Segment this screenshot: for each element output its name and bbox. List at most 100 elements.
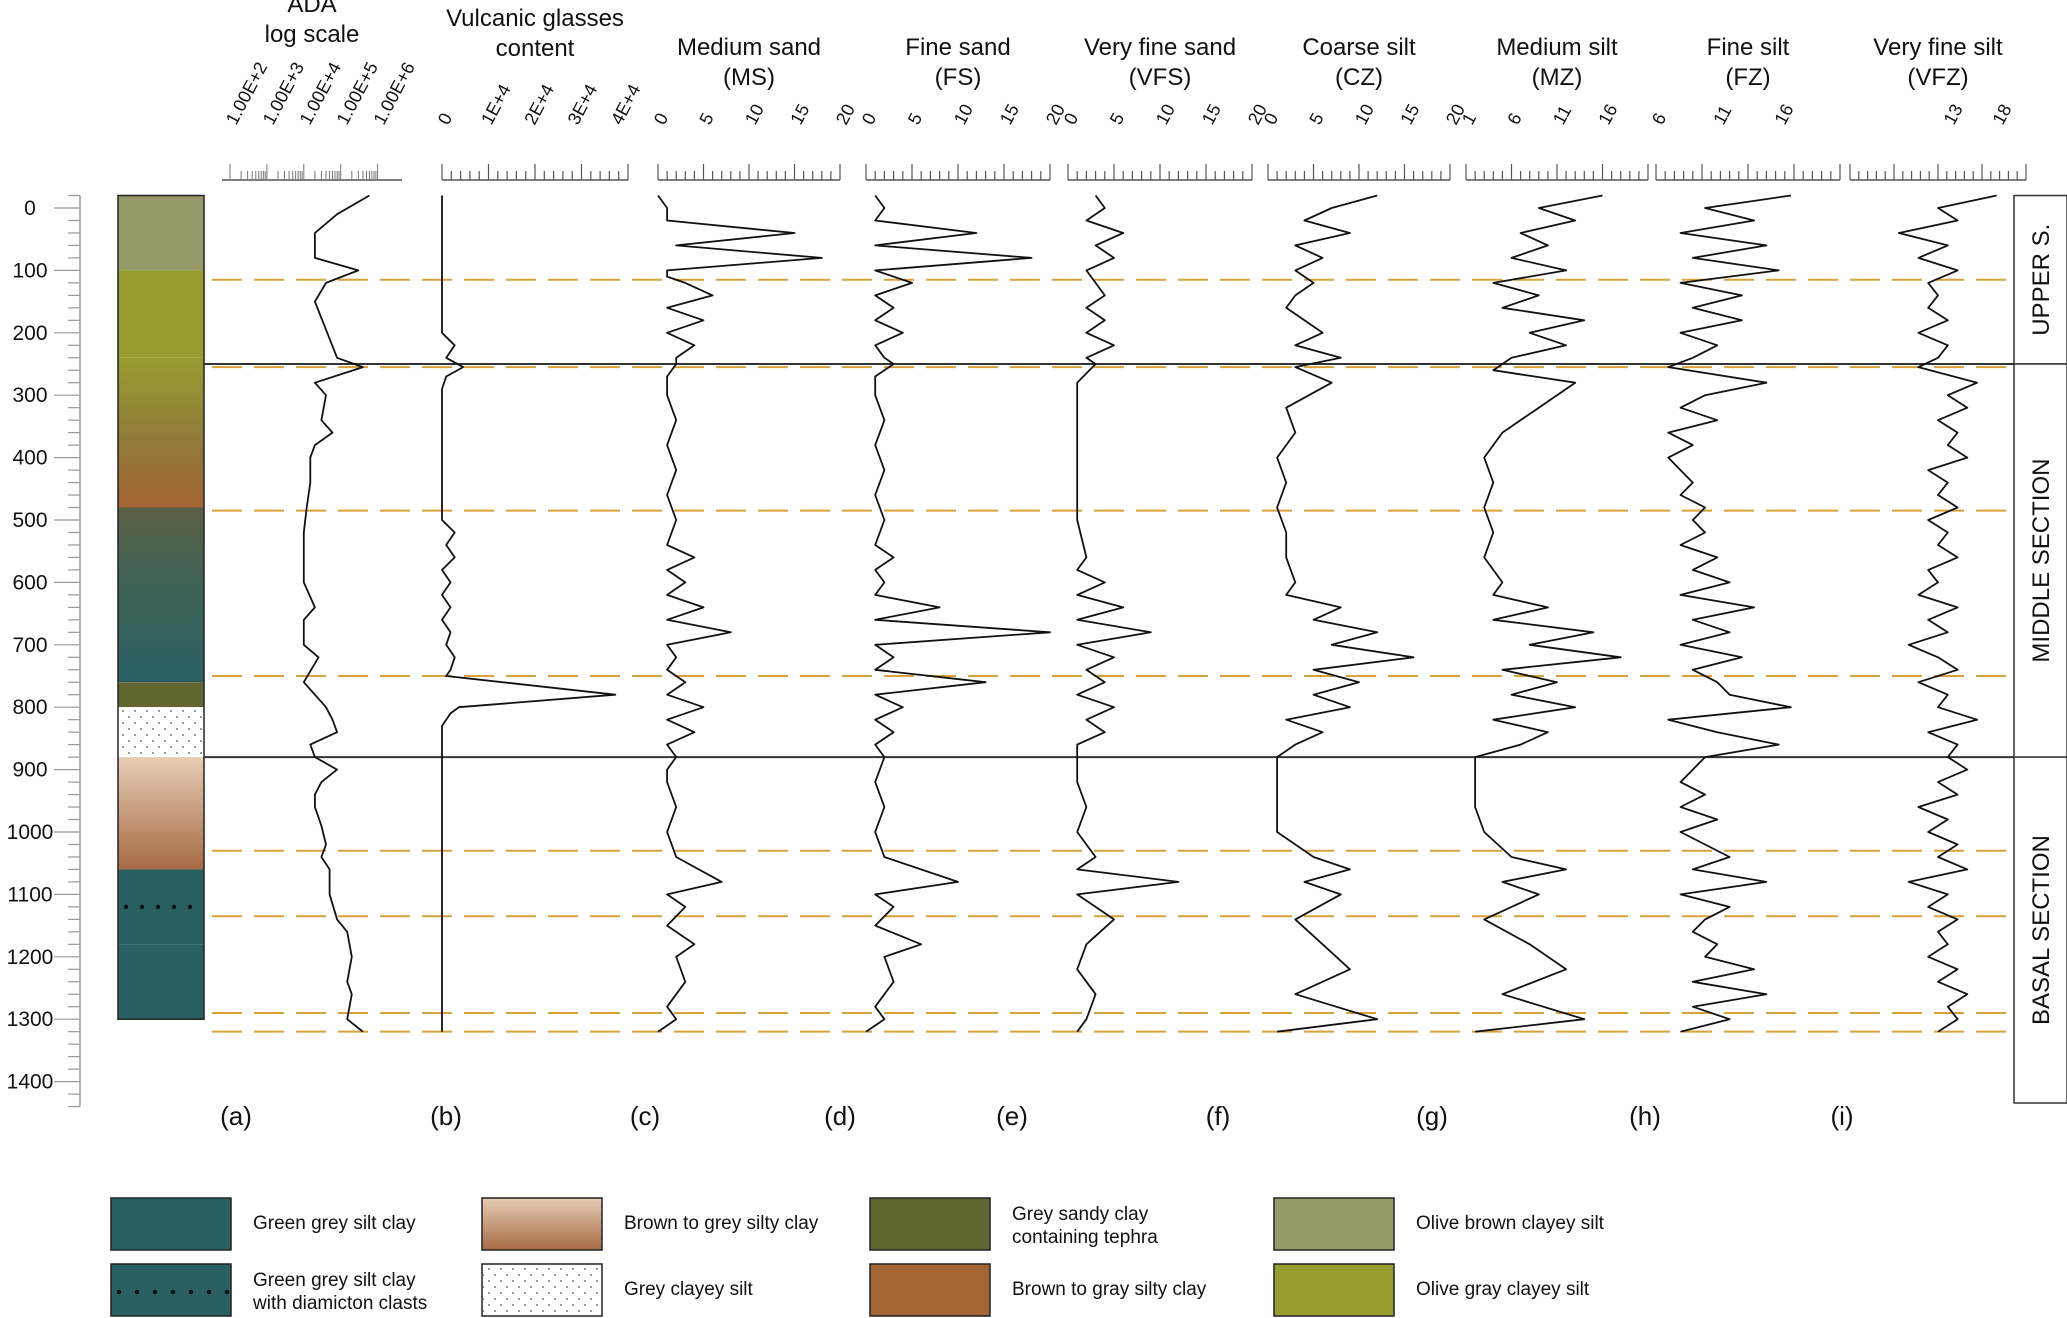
- panel-title-glass: Vulcanic glasses content: [446, 5, 624, 62]
- diamicton-dot: [123, 904, 129, 910]
- series-line-fs: [865, 194, 1051, 1033]
- diamicton-dot: [224, 1289, 230, 1295]
- legend-label-line: containing tephra: [1012, 1227, 1158, 1248]
- depth-tick-label: 600: [12, 571, 47, 594]
- lithology-unit-green-grey: [118, 944, 204, 1020]
- tick-label-mz: 16: [1594, 101, 1621, 128]
- depth-tick-label: 0: [24, 197, 36, 220]
- legend-item: Green grey silt clay with diamicton clast…: [110, 1263, 427, 1317]
- tick-label-fs: 15: [996, 101, 1023, 128]
- title-line: Medium sand: [677, 34, 821, 61]
- series-line-mz: [1474, 194, 1622, 1033]
- legend-label-line: Olive brown clayey silt: [1416, 1213, 1605, 1234]
- series-line-ms: [657, 194, 823, 1033]
- panel-title-fs: Fine sand (FS): [905, 34, 1010, 91]
- panel-glass: Vulcanic glasses content 0 1E+4 2E+4 3E+4 4E+4: [434, 5, 645, 1032]
- depth-tick-label: 1300: [7, 1008, 54, 1031]
- legend-label: Brown to grey silty clay: [624, 1213, 819, 1234]
- lithology-unit-olive-gray: [118, 270, 204, 358]
- panel-ada: ADA log scale1.00E+21.00E+31.00E+41.00E+5…: [222, 0, 419, 1033]
- tephra-guide-lines: [204, 278, 2067, 1033]
- panel-letter: (e): [996, 1101, 1028, 1131]
- tick-label-glass: 2E+4: [520, 81, 558, 128]
- tick-label-cz: 15: [1396, 101, 1423, 128]
- panel-cz: Coarse silt (CZ)0 5 10 15 20: [1260, 34, 1469, 1033]
- legend-item: Brown to gray silty clay: [869, 1263, 1207, 1317]
- series-line-fz: [1667, 194, 1792, 1033]
- tick-label-vfs: 5: [1106, 110, 1128, 128]
- lithology-unit-olive-brown: [118, 195, 204, 271]
- panel-vfs: Very fine sand (VFS)0 5 10 15 20: [1060, 34, 1271, 1033]
- panel-letter: (g): [1416, 1101, 1448, 1131]
- tick-label-fs: 5: [904, 110, 926, 128]
- diamicton-dot: [134, 1289, 140, 1295]
- depth-tick-label: 1100: [7, 883, 52, 906]
- title-line: content: [496, 35, 575, 62]
- tick-label-mz: 1: [1458, 110, 1480, 128]
- lithology-unit-green-grey-gradient: [118, 507, 204, 683]
- panel-vfz: Very fine silt (VFZ) 13 18: [1849, 34, 2027, 1033]
- legend-item: Grey clayey silt: [481, 1263, 754, 1317]
- title-line: (VFS): [1129, 64, 1192, 91]
- tick-label-glass: 4E+4: [607, 81, 645, 128]
- series-line-cz: [1276, 194, 1415, 1033]
- legend-item: Green grey silt clay: [110, 1197, 416, 1251]
- legend-swatch-green-grey-diamicton: [110, 1263, 232, 1317]
- legend-swatch-brown-gray: [869, 1263, 991, 1317]
- title-line: (FZ): [1725, 64, 1770, 91]
- series-line-ada: [302, 194, 370, 1033]
- legend-swatch-olive-brown: [1273, 1197, 1395, 1251]
- lithology-column: [117, 194, 205, 1020]
- title-line: Very fine silt: [1873, 34, 2003, 61]
- tick-label-ms: 10: [741, 101, 768, 128]
- tick-label-fz: 16: [1771, 101, 1798, 128]
- series-line-glass: [441, 195, 617, 1032]
- depth-tick-label: 1200: [7, 946, 54, 969]
- legend-label: Green grey silt clay: [253, 1213, 416, 1234]
- depth-axis: 0 100 200 300 400 500 600 700 800 900 1000 1100 1200…: [7, 194, 81, 1108]
- tick-label-vfs: 15: [1198, 101, 1225, 128]
- depth-tick-label: 100: [12, 259, 47, 282]
- diamicton-dot: [152, 1289, 158, 1295]
- lithology-unit-brown-grey: [118, 757, 204, 870]
- legend-label-line: with diamicton clasts: [252, 1293, 427, 1314]
- legend-swatch-green-grey: [110, 1197, 232, 1251]
- diamicton-dot: [116, 1289, 122, 1295]
- lithology-dots: [118, 707, 204, 758]
- section-box: [2013, 756, 2067, 1104]
- panel-letter: (d): [824, 1101, 856, 1131]
- section-box: [2013, 194, 2067, 365]
- panel-letter: (a): [220, 1101, 252, 1131]
- depth-tick-label: 1400: [7, 1071, 54, 1094]
- depth-tick-label: 1000: [7, 821, 54, 844]
- lithology-frame: [117, 194, 205, 1020]
- legend-swatch-dots: [482, 1264, 602, 1316]
- depth-tick-label: 800: [12, 696, 47, 719]
- diamicton-dot: [187, 904, 193, 910]
- legend-label: Olive gray clayey silt: [1416, 1279, 1590, 1300]
- diamicton-dot: [188, 1289, 194, 1295]
- panel-title-ms: Medium sand (MS): [677, 34, 821, 91]
- panel-title-vfs: Very fine sand (VFS): [1084, 34, 1236, 91]
- panel-letter: (i): [1830, 1101, 1853, 1131]
- legend-label-line: Brown to grey silty clay: [624, 1213, 819, 1234]
- tick-label-mz: 6: [1503, 110, 1525, 128]
- panel-letter: (c): [630, 1101, 660, 1131]
- legend-label-line: Green grey silt clay: [253, 1213, 416, 1234]
- tick-label-vfs: 0: [1060, 110, 1082, 128]
- series-line-vfs: [1076, 194, 1180, 1033]
- section-label: MIDDLE SECTION: [2028, 459, 2055, 663]
- proxy-panels: ADA log scale1.00E+21.00E+31.00E+41.00E+5…: [222, 0, 2027, 1033]
- title-line: Vulcanic glasses: [446, 5, 624, 32]
- title-line: ADA: [287, 0, 336, 18]
- legend-label: Green grey silt clay with diamicton clast…: [252, 1270, 427, 1314]
- panel-letters: (a) (b) (c) (d) (e) (f) (g) (h) (i): [220, 1101, 1853, 1131]
- title-line: Fine sand: [905, 34, 1010, 61]
- depth-tick-label: 400: [12, 447, 47, 470]
- tick-label-cz: 5: [1305, 110, 1327, 128]
- tick-label-fz: 11: [1709, 102, 1735, 128]
- title-line: Fine silt: [1707, 34, 1790, 61]
- legend-item: Brown to grey silty clay: [481, 1197, 819, 1251]
- title-line: Very fine sand: [1084, 34, 1236, 61]
- panel-mz: Medium silt (MZ)1 6 11 16: [1458, 34, 1649, 1033]
